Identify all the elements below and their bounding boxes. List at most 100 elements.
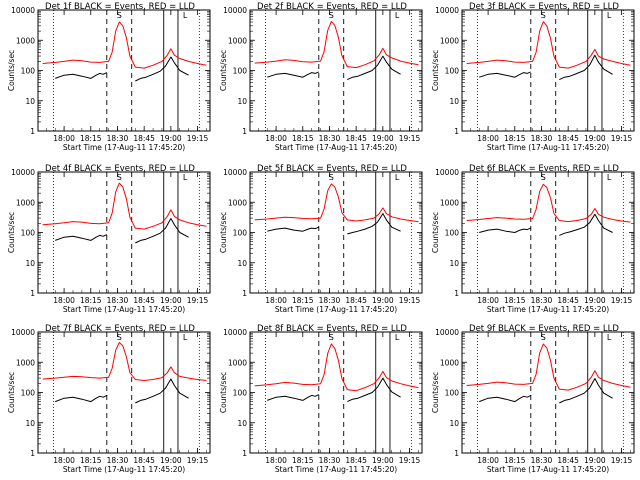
y-tick-label: 1000: [440, 36, 459, 45]
y-tick-label: 1: [30, 127, 35, 136]
y-tick-label: 100: [445, 389, 460, 398]
lld-series-line: [42, 182, 207, 230]
events-series-line: [267, 213, 401, 235]
x-axis-label: Start Time (17-Aug-11 17:45:20): [275, 143, 397, 152]
x-tick-label: 18:15: [292, 456, 314, 465]
s-marker-label: S: [329, 11, 334, 20]
panel-title: Det 2f BLACK = Events, RED = LLD: [257, 2, 407, 12]
detector-panel: Det 1f BLACK = Events, RED = LLD 1 10 100 10…: [7, 2, 211, 152]
x-tick-label: 18:15: [504, 134, 526, 143]
l-marker-label: L: [607, 173, 612, 182]
x-tick-label: 18:00: [477, 134, 499, 143]
events-series-line: [479, 378, 613, 404]
l-marker-label: L: [607, 333, 612, 342]
y-tick-label: 10: [237, 97, 247, 106]
x-tick-label: 19:00: [584, 456, 606, 465]
x-tick-label: 18:45: [345, 456, 367, 465]
y-tick-label: 1: [242, 449, 247, 458]
events-series-line: [479, 213, 613, 236]
y-axis-label: Counts/sec: [7, 212, 16, 253]
detector-panel: Det 8f BLACK = Events, RED = LLD 1 10 100 10…: [219, 324, 423, 474]
events-series-line: [55, 218, 189, 244]
y-tick-label: 10000: [435, 168, 459, 177]
x-axis-label: Start Time (17-Aug-11 17:45:20): [487, 465, 609, 474]
x-tick-label: 19:15: [187, 134, 209, 143]
s-marker-label: S: [117, 333, 122, 342]
l-marker-label: L: [395, 173, 400, 182]
detector-panel: Det 3f BLACK = Events, RED = LLD 1 10 100 10…: [431, 2, 635, 152]
x-tick-label: 18:00: [265, 296, 287, 305]
y-axis-label: Counts/sec: [431, 50, 440, 91]
x-tick-label: 18:30: [531, 456, 553, 465]
x-tick-label: 18:15: [292, 296, 314, 305]
detector-panel: Det 9f BLACK = Events, RED = LLD 1 10 100 10…: [431, 324, 635, 474]
events-series-line: [55, 56, 189, 82]
panel-title: Det 4f BLACK = Events, RED = LLD: [45, 164, 195, 174]
x-tick-label: 18:45: [557, 456, 579, 465]
lld-series-line: [42, 342, 207, 381]
x-tick-label: 19:00: [372, 134, 394, 143]
x-tick-label: 19:15: [399, 134, 421, 143]
x-tick-label: 19:00: [584, 134, 606, 143]
detector-panel: Det 4f BLACK = Events, RED = LLD 1 10 100 10…: [7, 164, 211, 314]
x-tick-label: 18:00: [477, 456, 499, 465]
y-axis-label: Counts/sec: [7, 50, 16, 91]
x-tick-label: 18:00: [53, 296, 75, 305]
x-axis-label: Start Time (17-Aug-11 17:45:20): [487, 143, 609, 152]
x-tick-label: 18:00: [477, 296, 499, 305]
x-tick-label: 18:45: [133, 134, 155, 143]
x-tick-label: 18:30: [531, 134, 553, 143]
y-tick-label: 10: [237, 419, 247, 428]
lld-series-line: [466, 21, 631, 69]
x-tick-label: 18:30: [319, 456, 341, 465]
x-tick-label: 18:30: [107, 134, 129, 143]
y-tick-label: 10000: [223, 168, 247, 177]
s-marker-label: S: [329, 333, 334, 342]
y-tick-label: 10: [237, 259, 247, 268]
y-tick-label: 1000: [16, 198, 35, 207]
x-tick-label: 18:30: [531, 296, 553, 305]
y-tick-label: 10: [25, 97, 35, 106]
y-tick-label: 10000: [223, 328, 247, 337]
detector-panel: Det 2f BLACK = Events, RED = LLD 1 10 100 10…: [219, 2, 423, 152]
x-tick-label: 19:15: [399, 296, 421, 305]
events-series-line: [55, 378, 189, 404]
y-tick-label: 10000: [11, 168, 35, 177]
panel-title: Det 3f BLACK = Events, RED = LLD: [469, 2, 619, 12]
y-tick-label: 10000: [223, 6, 247, 15]
x-tick-label: 19:00: [584, 296, 606, 305]
x-axis-label: Start Time (17-Aug-11 17:45:20): [275, 465, 397, 474]
l-marker-label: L: [183, 11, 188, 20]
y-tick-label: 10: [25, 259, 35, 268]
y-tick-label: 1: [30, 449, 35, 458]
y-tick-label: 10000: [11, 328, 35, 337]
y-tick-label: 10: [449, 259, 459, 268]
x-tick-label: 19:00: [372, 296, 394, 305]
x-tick-label: 19:15: [187, 456, 209, 465]
y-tick-label: 1000: [440, 358, 459, 367]
y-tick-label: 1000: [16, 358, 35, 367]
y-tick-label: 1: [242, 289, 247, 298]
y-tick-label: 100: [233, 229, 248, 238]
lld-series-line: [254, 20, 419, 69]
panel-title: Det 7f BLACK = Events, RED = LLD: [45, 324, 195, 334]
lld-series-line: [254, 343, 419, 392]
x-tick-label: 18:00: [53, 134, 75, 143]
events-series-line: [267, 377, 401, 403]
x-tick-label: 18:15: [504, 296, 526, 305]
x-tick-label: 18:30: [319, 134, 341, 143]
y-tick-label: 100: [445, 67, 460, 76]
y-tick-label: 1000: [228, 198, 247, 207]
y-tick-label: 100: [233, 67, 248, 76]
x-tick-label: 19:15: [187, 296, 209, 305]
s-marker-label: S: [541, 11, 546, 20]
x-tick-label: 18:00: [265, 456, 287, 465]
x-tick-label: 19:00: [160, 296, 182, 305]
lld-series-line: [466, 183, 631, 223]
x-tick-label: 18:15: [504, 456, 526, 465]
x-tick-label: 18:45: [557, 134, 579, 143]
events-series-line: [479, 54, 613, 81]
x-axis-label: Start Time (17-Aug-11 17:45:20): [487, 305, 609, 314]
x-tick-label: 19:00: [372, 456, 394, 465]
